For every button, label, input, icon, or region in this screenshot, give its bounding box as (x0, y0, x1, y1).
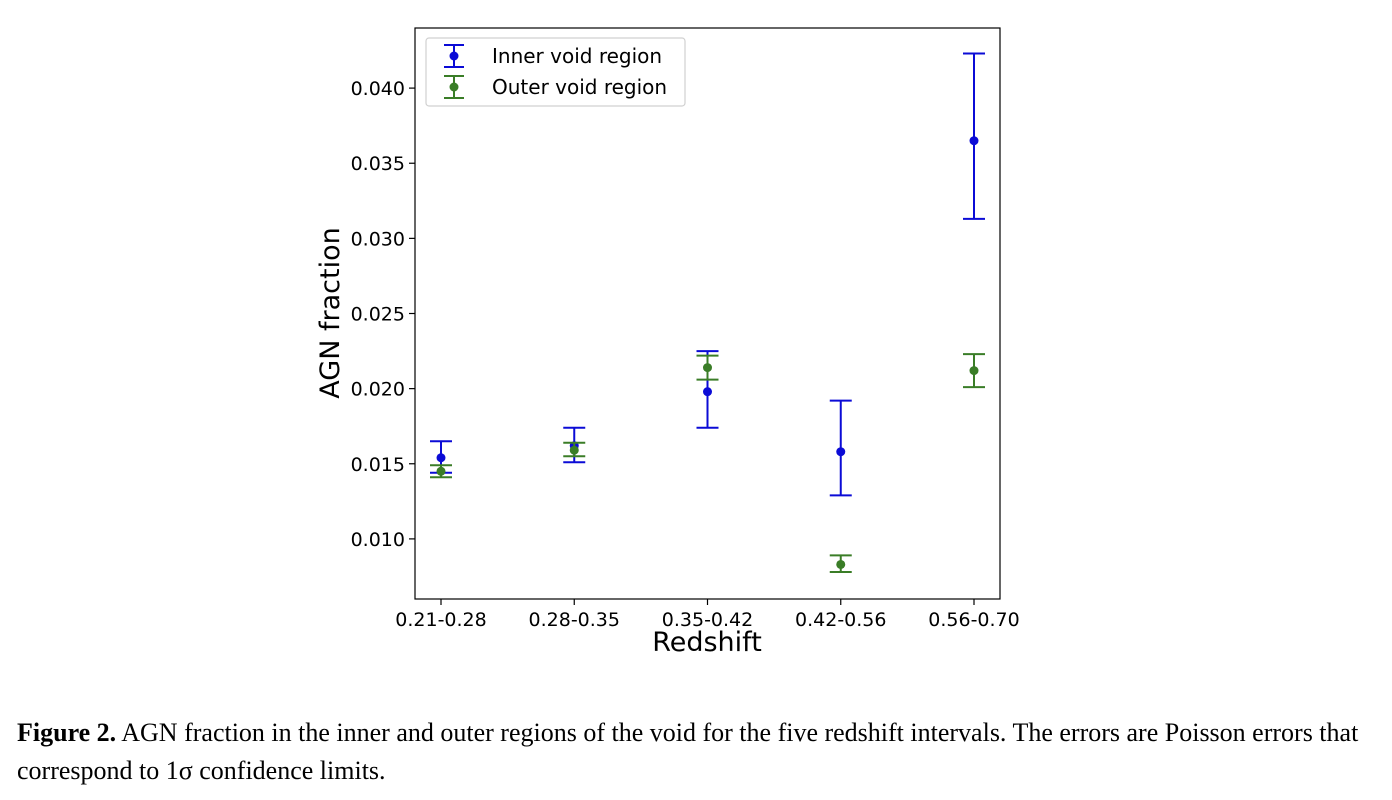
data-point (436, 466, 446, 476)
data-point (969, 366, 979, 376)
data-point (436, 453, 446, 463)
series-inner-void (430, 52, 985, 497)
data-point (969, 136, 979, 146)
data-point (569, 445, 579, 455)
x-tick-label: 0.28-0.35 (529, 609, 620, 631)
y-tick-label: 0.010 (351, 529, 405, 551)
caption-label: Figure 2. (17, 718, 117, 747)
figure-caption: Figure 2. AGN fraction in the inner and … (17, 714, 1382, 790)
x-axis-ticks: 0.21-0.28 0.28-0.35 0.35-0.42 0.42-0.56 0.56… (395, 599, 1020, 631)
x-tick-label: 0.56-0.70 (928, 609, 1019, 631)
legend-marker-point (449, 82, 459, 92)
x-tick-label: 0.35-0.42 (662, 609, 753, 631)
data-point (703, 363, 712, 373)
y-axis-title: AGN fraction (315, 227, 346, 398)
data-series (430, 52, 985, 573)
legend-box (425, 37, 686, 107)
x-tick-label: 0.21-0.28 (395, 609, 486, 631)
chart: 0.010 0.015 0.020 0.025 0.030 0.035 0.040 0.21… (315, 27, 1020, 658)
legend-item: Inner void region (444, 44, 662, 68)
y-tick-label: 0.025 (351, 304, 405, 326)
legend-label: Inner void region (492, 44, 662, 68)
y-axis-ticks: 0.010 0.015 0.020 0.025 0.030 0.035 0.040 (351, 78, 415, 551)
legend: Inner void region Outer void region (425, 37, 686, 107)
y-tick-label: 0.035 (351, 153, 405, 175)
caption-text: AGN fraction in the inner and outer regi… (17, 718, 1359, 785)
data-point (836, 559, 846, 569)
legend-marker-point (449, 51, 459, 61)
series-outer-void (430, 353, 985, 573)
y-tick-label: 0.040 (351, 78, 405, 100)
data-point (836, 447, 846, 457)
x-axis-title: Redshift (652, 627, 762, 658)
plot-frame (414, 27, 1001, 600)
data-point (703, 387, 712, 397)
y-tick-label: 0.015 (351, 454, 405, 476)
legend-label: Outer void region (492, 75, 667, 99)
y-tick-label: 0.020 (351, 379, 405, 401)
x-tick-label: 0.42-0.56 (795, 609, 886, 631)
y-tick-label: 0.030 (351, 228, 405, 250)
legend-item: Outer void region (444, 75, 667, 99)
